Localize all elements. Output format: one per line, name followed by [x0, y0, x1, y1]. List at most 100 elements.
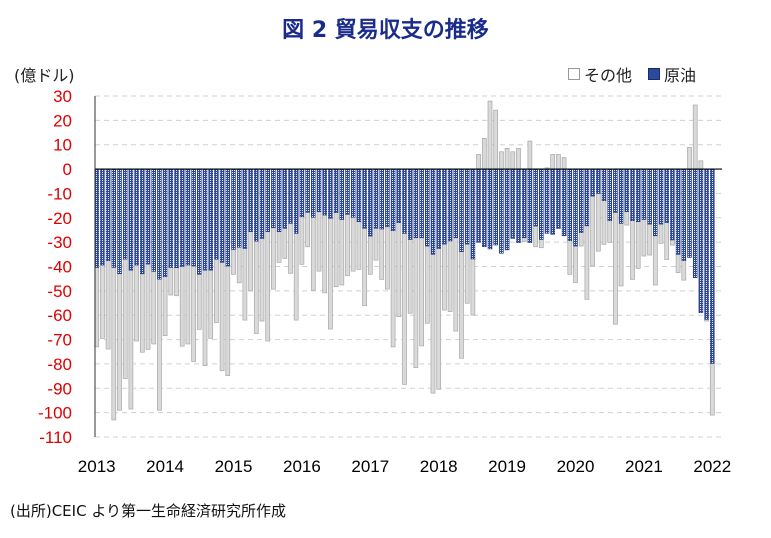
x-tick-label: 2022 [693, 457, 731, 476]
bar-other [709, 363, 715, 416]
bar-other [214, 258, 219, 323]
bar-oil [430, 168, 436, 255]
bar-oil [499, 168, 504, 254]
bar-other [293, 233, 299, 321]
bar-oil [493, 168, 498, 246]
bar-oil [453, 168, 459, 239]
bar-oil [225, 168, 231, 267]
x-tick-label: 2016 [283, 457, 321, 476]
bar-oil [516, 168, 521, 243]
bar-oil [436, 168, 441, 249]
bar-oil [242, 168, 248, 249]
bar-oil [533, 168, 538, 227]
bar-other [487, 100, 493, 170]
bar-oil [311, 168, 316, 218]
bar-oil [271, 168, 276, 229]
bar-oil [350, 168, 356, 218]
bar-oil [396, 168, 402, 223]
bar-other [504, 148, 510, 170]
bar-oil [191, 168, 196, 267]
bar-other [100, 264, 105, 339]
bar-oil [208, 168, 213, 271]
bar-oil [157, 168, 162, 280]
bar-oil [670, 168, 675, 241]
bar-oil [293, 168, 299, 234]
y-tick-label: -10 [47, 184, 72, 203]
bar-oil [151, 168, 156, 272]
x-tick-label: 2015 [215, 457, 253, 476]
bar-other [607, 220, 613, 243]
bar-oil [442, 168, 447, 245]
bar-other [584, 225, 590, 300]
bar-other [675, 253, 681, 273]
bar-other [219, 262, 225, 372]
bar-oil [162, 168, 168, 277]
bar-oil [322, 168, 327, 216]
bar-oil [145, 168, 151, 265]
bar-oil [482, 168, 487, 248]
bar-oil [128, 168, 134, 271]
bar-other [157, 278, 162, 411]
legend: その他 原油 [568, 62, 696, 86]
bar-other [698, 160, 704, 170]
bar-oil [265, 168, 270, 232]
bar-oil [111, 168, 117, 268]
source-note: (出所)CEIC より第一生命経済研究所作成 [10, 502, 287, 520]
bar-other [419, 237, 424, 347]
bar-other [134, 264, 139, 342]
bar-other [185, 264, 191, 345]
bar-other [333, 212, 339, 288]
bar-other [225, 265, 231, 376]
bar-other [493, 109, 499, 170]
bar-other [590, 195, 595, 267]
bar-oil [710, 168, 715, 364]
bar-oil [687, 168, 692, 258]
bar-oil [470, 168, 476, 260]
bar-oil [407, 168, 413, 240]
bar-other [664, 222, 670, 260]
bar-other [527, 140, 533, 170]
bar-other [328, 217, 333, 330]
bar-oil [596, 168, 601, 194]
bar-oil [464, 168, 470, 245]
bar-oil [379, 168, 384, 230]
bar-other [139, 273, 145, 353]
bar-oil [299, 168, 305, 218]
x-tick-label: 2017 [351, 457, 389, 476]
bar-oil [402, 168, 407, 234]
bar-oil [168, 168, 174, 268]
bar-oil [368, 168, 373, 237]
y-tick-label: -30 [47, 233, 72, 252]
bar-other [413, 237, 419, 368]
bar-oil [647, 168, 652, 225]
bar-other [567, 240, 573, 275]
bar-oil [692, 168, 698, 278]
bar-other [453, 237, 459, 332]
bar-other [578, 232, 584, 247]
bar-other [595, 193, 601, 252]
bar-oil [122, 168, 128, 260]
bar-other [248, 231, 253, 292]
bar-oil [618, 168, 624, 224]
legend-label-oil: 原油 [664, 66, 697, 85]
bar-other [424, 245, 430, 324]
bar-other [630, 220, 635, 280]
bar-oil [214, 168, 219, 260]
bar-oil [635, 168, 641, 222]
bar-other [481, 138, 487, 170]
y-tick-label: -80 [47, 355, 72, 374]
bar-oil [578, 168, 584, 233]
bar-other [379, 228, 385, 280]
bar-other [350, 216, 356, 272]
bar-other [618, 223, 624, 287]
bar-other [470, 258, 476, 316]
bar-oil [675, 168, 681, 255]
bar-other [373, 227, 379, 261]
bar-other [442, 243, 447, 311]
bar-oil [105, 168, 111, 261]
bar-other [105, 260, 111, 350]
bar-oil [385, 168, 390, 228]
bar-other [179, 266, 185, 347]
